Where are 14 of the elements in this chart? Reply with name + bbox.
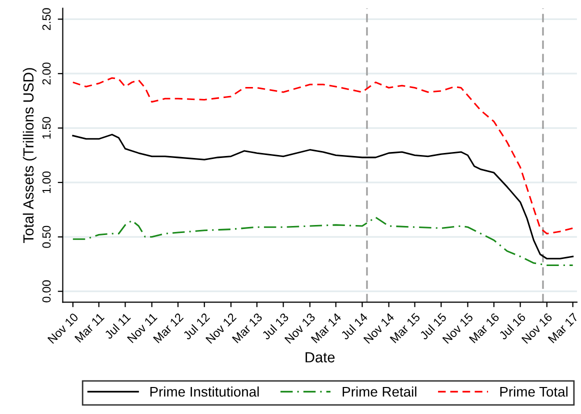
- legend-label: Prime Total: [500, 386, 568, 397]
- y-tick-label: 1.50: [42, 117, 51, 139]
- line-series: [72, 134, 574, 260]
- y-tick-label: 0.50: [42, 226, 51, 248]
- y-tick-label: 1.00: [42, 171, 51, 194]
- legend-label: Prime Retail: [342, 386, 416, 397]
- line-series: [72, 216, 574, 266]
- line-series: [72, 77, 574, 234]
- y-tick-label: 2.50: [42, 8, 51, 30]
- y-axis-title: Total Assets (Trillions USD): [22, 68, 36, 243]
- legend-label: Prime Institutional: [150, 386, 259, 397]
- x-axis-title: Date: [306, 352, 335, 362]
- y-tick-label: 2.00: [42, 62, 51, 84]
- y-tick-label: 0.00: [42, 280, 51, 302]
